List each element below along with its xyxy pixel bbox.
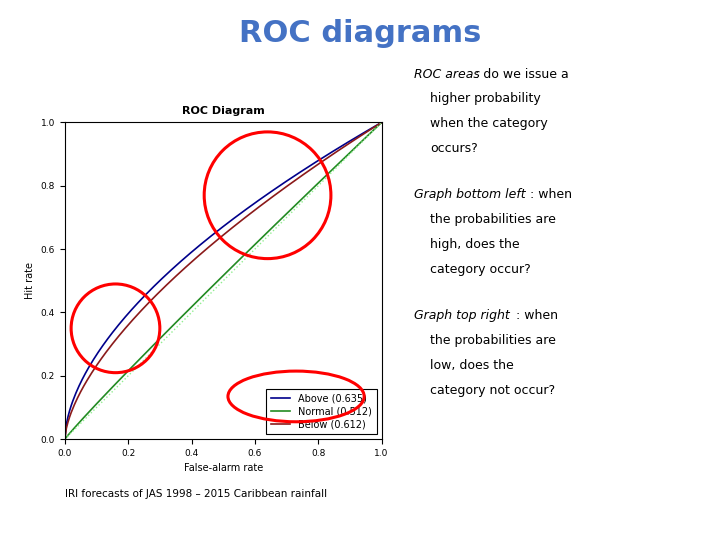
Normal (0.512) (377, 119, 386, 126)
Text: the probabilities are: the probabilities are (430, 213, 556, 226)
Text: low, does the: low, does the (430, 359, 513, 372)
Above (0.635) (361, 129, 370, 135)
Line: Above (0.635): Above (0.635) (65, 123, 382, 439)
Normal (0.512) (145, 346, 153, 353)
Text: Graph bottom left: Graph bottom left (414, 188, 526, 201)
Above (0.635) (80, 373, 89, 380)
Text: the probabilities are: the probabilities are (430, 334, 556, 347)
Above (0.635) (120, 315, 128, 322)
Normal (0.512) (73, 421, 82, 428)
Above (0.635) (73, 386, 82, 393)
Normal (0.512) (60, 436, 69, 442)
Above (0.635) (60, 436, 69, 442)
Text: 2019 Nov 25-26: 2019 Nov 25-26 (324, 523, 396, 532)
Text: when the category: when the category (430, 117, 548, 130)
Text: : when: : when (516, 309, 558, 322)
Below (0.612) (60, 436, 69, 442)
Line: Below (0.612): Below (0.612) (65, 123, 382, 439)
Title: ROC Diagram: ROC Diagram (182, 106, 264, 116)
Line: Normal (0.512): Normal (0.512) (65, 123, 382, 439)
Above (0.635) (377, 119, 386, 126)
Text: ROC areas: ROC areas (414, 68, 480, 80)
Text: IRI: IRI (41, 512, 57, 522)
Below (0.612) (377, 119, 386, 126)
Text: category occur?: category occur? (430, 263, 531, 276)
Text: Graph top right: Graph top right (414, 309, 510, 322)
Text: IRI forecasts of JAS 1998 – 2015 Caribbean rainfall: IRI forecasts of JAS 1998 – 2015 Caribbe… (65, 489, 327, 499)
Normal (0.512) (350, 145, 359, 152)
Text: Seasonal Forecast Training Workshop: Seasonal Forecast Training Workshop (276, 505, 444, 515)
Legend: Above (0.635), Normal (0.512), Below (0.612): Above (0.635), Normal (0.512), Below (0.… (266, 389, 377, 434)
Text: 8: 8 (140, 510, 148, 524)
Above (0.635) (145, 288, 153, 294)
Below (0.612) (145, 299, 153, 306)
Circle shape (0, 502, 279, 532)
Normal (0.512) (361, 134, 370, 141)
Normal (0.512) (120, 372, 128, 379)
Normal (0.512) (80, 414, 89, 421)
Circle shape (0, 498, 351, 536)
Below (0.612) (120, 327, 128, 333)
Text: EARTH INSTITUTE  COLUMBIA UNIVERSITY: EARTH INSTITUTE COLUMBIA UNIVERSITY (510, 529, 642, 534)
Text: : when: : when (530, 188, 572, 201)
Text: International Research Institute: International Research Institute (510, 504, 642, 514)
Below (0.612) (80, 382, 89, 389)
Text: high, does the: high, does the (430, 238, 519, 251)
Text: occurs?: occurs? (430, 142, 477, 155)
Above (0.635) (350, 135, 359, 141)
Text: for Climate and Society: for Climate and Society (527, 516, 625, 525)
Below (0.612) (361, 130, 370, 136)
Text: ROC diagrams: ROC diagrams (239, 19, 481, 48)
Text: category not occur?: category not occur? (430, 384, 555, 397)
Below (0.612) (350, 137, 359, 143)
Y-axis label: Hit rate: Hit rate (25, 262, 35, 299)
Text: higher probability: higher probability (430, 92, 541, 105)
X-axis label: False-alarm rate: False-alarm rate (184, 463, 263, 474)
Below (0.612) (73, 395, 82, 401)
Text: : do we issue a: : do we issue a (475, 68, 569, 80)
